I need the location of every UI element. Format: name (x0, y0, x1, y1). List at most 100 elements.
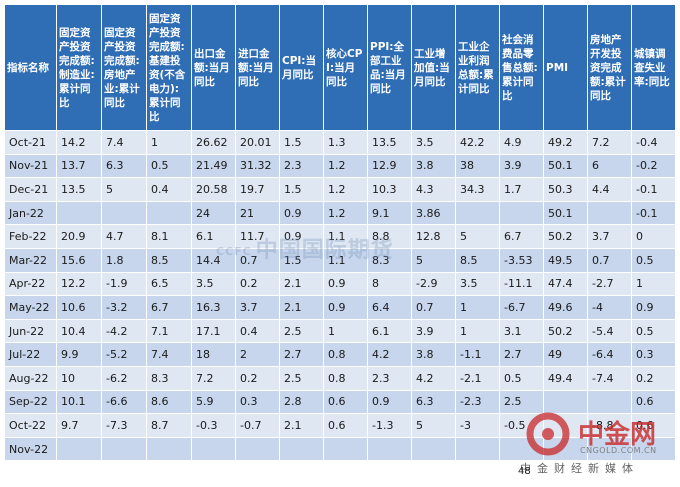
table-row: Jan-22 24 21 0.9 1.2 9.1 3.86 50.1 -0.1 (4, 200, 676, 226)
table-cell: 7.4 (101, 130, 147, 155)
table-cell: 0.3 (235, 389, 280, 415)
table-cell (455, 436, 500, 462)
table-cell: -8.8 (587, 413, 632, 438)
table-cell (101, 436, 147, 462)
table-cell: 0.6 (631, 389, 676, 415)
table-cell: 0.8 (323, 342, 368, 367)
table-cell: 1.5 (279, 247, 324, 273)
row-label: Aug-22 (4, 365, 57, 391)
table-cell: 10.4 (56, 318, 102, 344)
table-cell: 24 (191, 200, 236, 226)
table-cell: -2.3 (455, 389, 500, 415)
table-cell: 3.7 (587, 224, 632, 249)
table-cell: 2.5 (279, 365, 324, 391)
table-row: Nov-22 (4, 436, 676, 462)
table-cell: -7.4 (587, 365, 632, 391)
table-cell: 7.2 (191, 365, 236, 391)
table-cell: 0.7 (235, 247, 280, 273)
table-cell: 2.5 (279, 318, 324, 344)
data-table: 指标名称 固定资产投资完成额:制造业:累计同比 固定资产投资完成额:房地产业:累计同… (4, 4, 676, 462)
table-cell: 50.1 (543, 153, 588, 179)
table-cell: 17.1 (191, 318, 236, 344)
table-cell: 2.1 (279, 271, 324, 297)
row-label: May-22 (4, 295, 57, 320)
table-cell (279, 436, 324, 462)
table-cell: 49.4 (543, 365, 588, 391)
table-cell (56, 436, 102, 462)
table-cell: 12.8 (411, 224, 456, 249)
table-cell: 49.2 (543, 130, 588, 155)
table-cell: 16.3 (191, 295, 236, 320)
row-label: Nov-22 (4, 436, 57, 462)
table-cell: 1.3 (323, 130, 368, 155)
table-cell: 0.8 (323, 365, 368, 391)
table-cell: 2.7 (279, 342, 324, 367)
table-cell: 0.9 (323, 271, 368, 297)
table-cell: 20.9 (56, 224, 102, 249)
table-cell: 3.8 (411, 153, 456, 179)
table-cell: -6.7 (499, 295, 544, 320)
table-cell: 2.3 (367, 365, 412, 391)
table-cell: 38 (455, 153, 500, 179)
table-row: Sep-22 10.1 -6.6 8.6 5.9 0.3 2.8 0.6 0.9 6.3 -2.3 2… (4, 389, 676, 415)
table-cell: 6.7 (499, 224, 544, 249)
table-cell: 42.2 (455, 130, 500, 155)
table-cell: 0.6 (323, 389, 368, 415)
table-cell: 50.2 (543, 224, 588, 249)
table-cell: 6.3 (101, 153, 147, 179)
table-cell: -2.1 (455, 365, 500, 391)
table-cell: -0.2 (631, 153, 676, 179)
table-cell: 3.5 (191, 271, 236, 297)
table-row: Nov-21 13.7 6.3 0.5 21.49 31.32 2.3 1.2 12.9 3.8 3… (4, 153, 676, 179)
table-cell: 4.2 (411, 365, 456, 391)
table-cell: 6.7 (146, 295, 192, 320)
table-row: May-22 10.6 -3.2 6.7 16.3 3.7 2.1 0.9 6.4 0.7 1 -6.… (4, 295, 676, 320)
table-cell: 34.3 (455, 177, 500, 202)
table-cell: 13.5 (56, 177, 102, 202)
row-label: Jun-22 (4, 318, 57, 344)
table-cell: 4.3 (411, 177, 456, 202)
table-cell: 3.86 (411, 200, 456, 226)
table-cell: 0.2 (631, 365, 676, 391)
table-cell: 2.1 (279, 295, 324, 320)
table-cell (191, 436, 236, 462)
column-header: 房地产开发投资完成额:累计同比 (587, 4, 632, 131)
table-cell: 21 (235, 200, 280, 226)
table-cell: -11.1 (499, 271, 544, 297)
table-cell: -3.2 (101, 295, 147, 320)
table-cell: 0.7 (587, 247, 632, 273)
table-cell: 2.1 (279, 413, 324, 438)
table-cell: 8.1 (146, 224, 192, 249)
table-cell: 12.9 (367, 153, 412, 179)
table-cell: 10 (56, 365, 102, 391)
table-cell: -7.3 (101, 413, 147, 438)
row-label: Jan-22 (4, 200, 57, 226)
table-cell: -6.2 (101, 365, 147, 391)
table-cell: -5.2 (101, 342, 147, 367)
table-cell: 1 (146, 130, 192, 155)
table-cell: 10.1 (56, 389, 102, 415)
table-cell (499, 436, 544, 462)
table-cell: 6.5 (146, 271, 192, 297)
table-cell: 47.4 (543, 271, 588, 297)
table-cell: 1 (323, 318, 368, 344)
table-cell: 4.4 (587, 177, 632, 202)
table-row: Feb-22 20.9 4.7 8.1 6.1 11.7 0.9 1.1 8.8 12.8 5 6.7… (4, 224, 676, 249)
column-header: 城镇调查失业率:同比 (631, 4, 676, 131)
table-cell (587, 436, 632, 462)
table-cell: 0.5 (631, 247, 676, 273)
table-cell: 3.7 (235, 295, 280, 320)
table-cell (587, 200, 632, 226)
table-cell: 9.7 (56, 413, 102, 438)
table-cell: 31.32 (235, 153, 280, 179)
table-cell: -5.4 (587, 318, 632, 344)
table-cell: 20.01 (235, 130, 280, 155)
table-cell: -1.9 (101, 271, 147, 297)
table-cell: 50.2 (543, 318, 588, 344)
column-header: PMI (543, 4, 588, 131)
table-cell: 3.8 (411, 342, 456, 367)
table-cell: 0.6 (631, 413, 676, 438)
table-cell: 49.6 (543, 295, 588, 320)
table-cell: 2 (235, 342, 280, 367)
table-cell: 0.4 (235, 318, 280, 344)
